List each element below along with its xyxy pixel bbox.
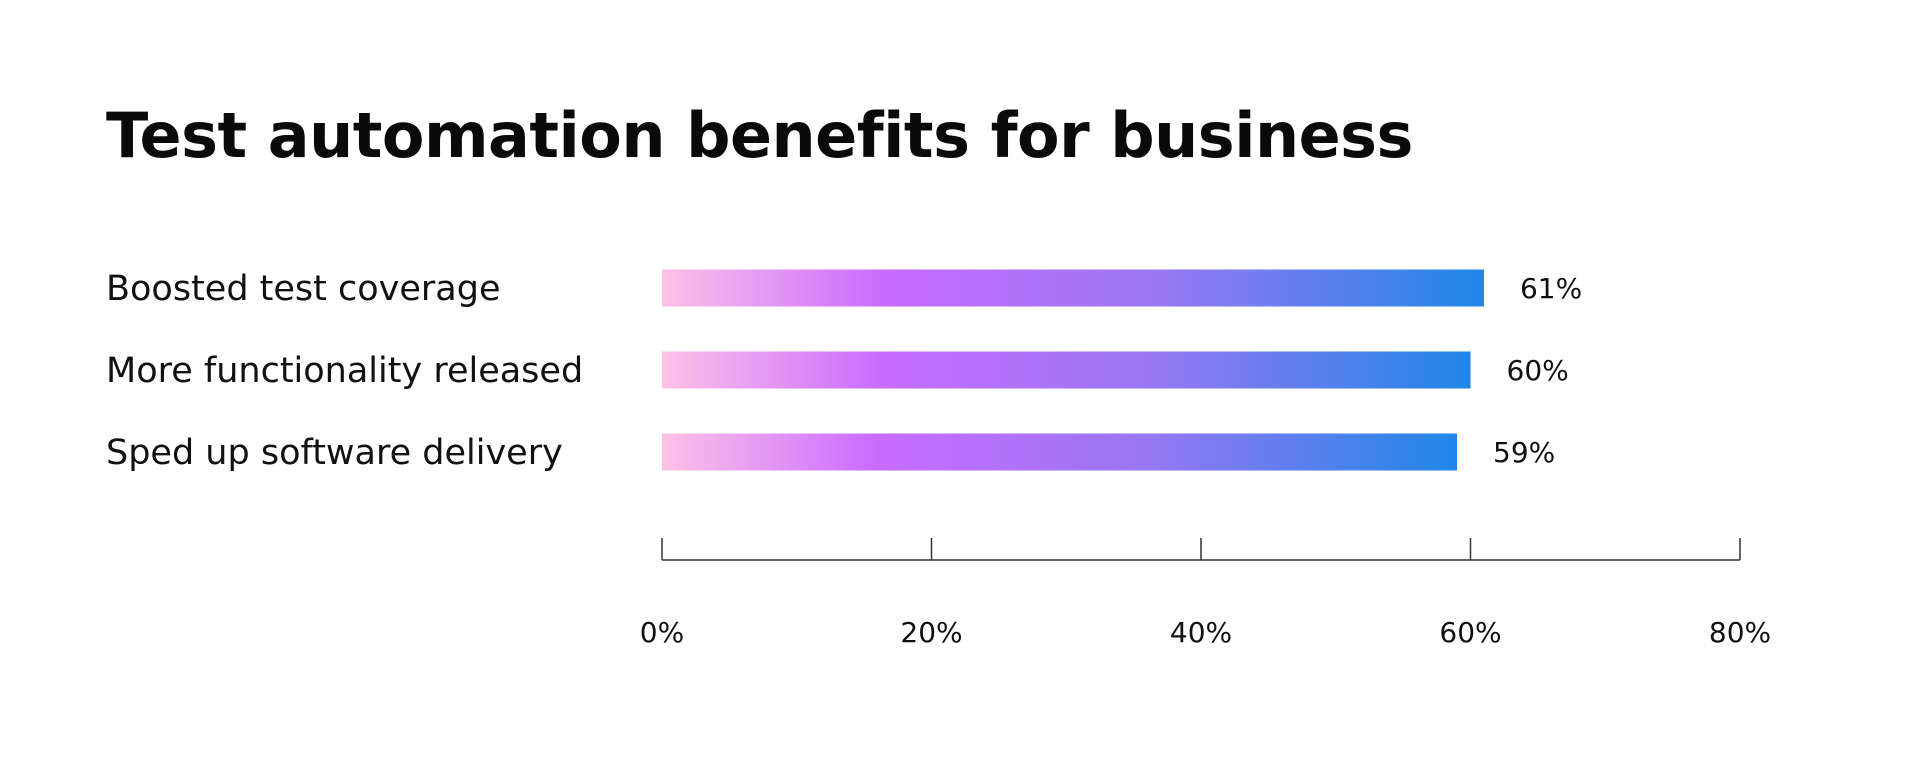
value-label: 60% [1507,354,1569,387]
x-tick-label: 40% [1170,616,1232,649]
x-tick-label: 20% [900,616,962,649]
x-tick-label: 80% [1709,616,1771,649]
bar [662,433,1458,471]
bar [662,351,1471,389]
x-tick-label: 0% [640,616,684,649]
value-label: 61% [1520,272,1582,305]
x-axis: 0% 20% 40% 60% 80% [640,538,1771,649]
value-label: 59% [1493,436,1555,469]
x-tick-label: 60% [1439,616,1501,649]
bar [662,269,1484,307]
category-label: Boosted test coverage [106,269,501,309]
value-labels: 61% 60% 59% [1493,272,1582,469]
category-labels: Boosted test coverage More functionality … [106,269,583,473]
category-label: More functionality released [106,351,583,391]
category-label: Sped up software delivery [106,433,563,473]
chart-title: Test automation benefits for business [106,99,1413,172]
bars [662,269,1484,471]
